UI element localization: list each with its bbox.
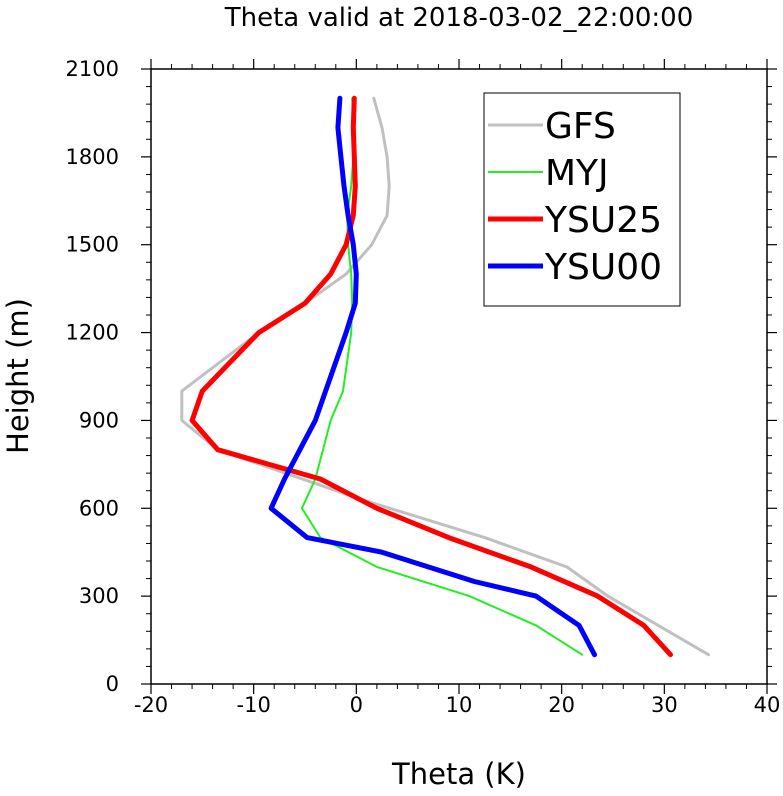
series-line-myj bbox=[300, 97, 584, 656]
plot-frame bbox=[150, 68, 768, 685]
y-tick-label: 900 bbox=[79, 408, 119, 432]
series-lines bbox=[180, 95, 710, 658]
legend-label-myj: MYJ bbox=[545, 153, 609, 194]
legend-label-gfs: GFS bbox=[545, 106, 616, 147]
series-line-ysu25 bbox=[189, 95, 673, 658]
legend-label-ysu25: YSU25 bbox=[544, 200, 662, 241]
legend-box bbox=[483, 92, 681, 307]
x-tick-label: 40 bbox=[754, 693, 781, 717]
y-tick-label: 1200 bbox=[66, 321, 119, 345]
legend: GFS MYJ YSU25 YSU00 bbox=[483, 92, 681, 307]
y-tick-label: 600 bbox=[79, 496, 119, 520]
x-tick-label: -20 bbox=[134, 693, 168, 717]
x-axis-label: Theta (K) bbox=[391, 757, 526, 791]
y-tick-label: 300 bbox=[79, 584, 119, 608]
y-axis-label: Height (m) bbox=[1, 298, 35, 454]
x-tick-label: 20 bbox=[548, 693, 575, 717]
axis-ticks: -20 -10 0 10 20 30 40 0 300 600 900 1200 1500 1800 210… bbox=[66, 57, 781, 717]
series-line-ysu00 bbox=[268, 95, 597, 658]
legend-items: GFS MYJ YSU25 YSU00 bbox=[488, 106, 662, 288]
y-tick-label: 2100 bbox=[66, 57, 119, 81]
chart-title: Theta valid at 2018-03-02_22:00:00 bbox=[224, 3, 694, 33]
x-tick-label: 30 bbox=[651, 693, 678, 717]
x-tick-label: -10 bbox=[237, 693, 271, 717]
x-tick-label: 10 bbox=[446, 693, 473, 717]
legend-label-ysu00: YSU00 bbox=[544, 247, 662, 288]
y-tick-label: 1800 bbox=[66, 145, 119, 169]
x-tick-label: 0 bbox=[350, 693, 363, 717]
y-tick-label: 1500 bbox=[66, 233, 119, 257]
y-tick-label: 0 bbox=[106, 672, 119, 696]
